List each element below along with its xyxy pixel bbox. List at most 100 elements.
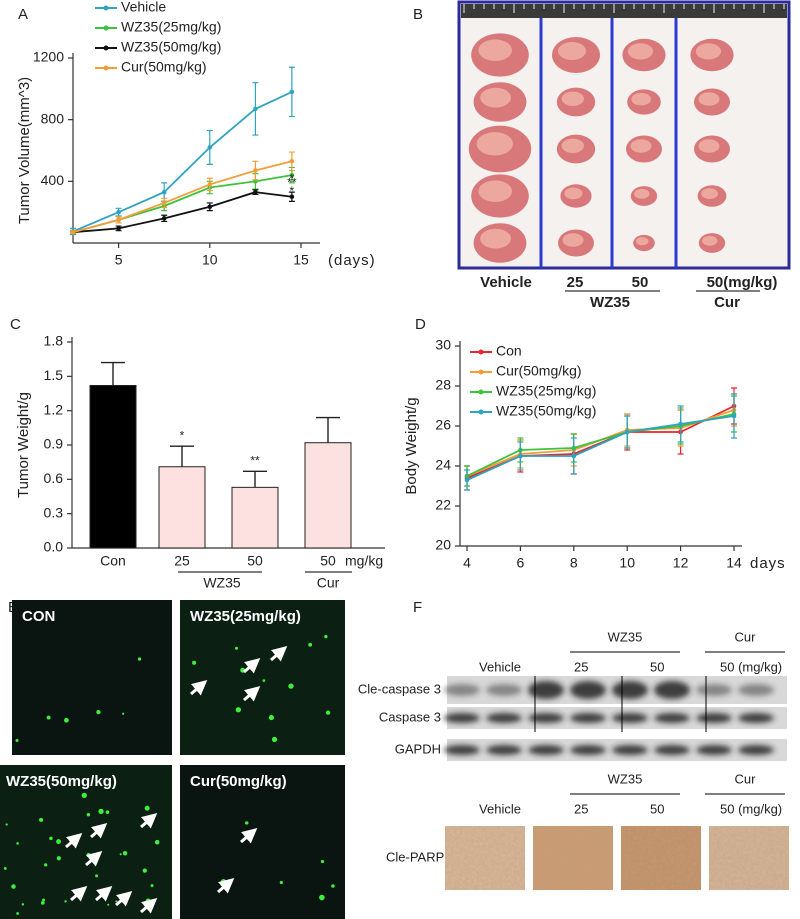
cell-dot bbox=[15, 738, 19, 743]
panel-label: F bbox=[413, 599, 422, 616]
x-tick-label: 10 bbox=[202, 252, 218, 268]
y-tick-label: 20 bbox=[435, 537, 451, 553]
cell-dot bbox=[234, 646, 239, 650]
band bbox=[696, 745, 732, 755]
group-label: WZ35 bbox=[203, 575, 241, 591]
tumor-highlight bbox=[564, 187, 583, 200]
cell-dot bbox=[245, 821, 249, 825]
tumor-highlight bbox=[698, 92, 720, 106]
legend-marker bbox=[103, 25, 109, 31]
point bbox=[624, 429, 630, 435]
cell-dot bbox=[5, 823, 8, 826]
point bbox=[161, 216, 167, 221]
legend-marker bbox=[103, 5, 109, 11]
band bbox=[654, 681, 690, 699]
band bbox=[528, 713, 564, 723]
error-bar bbox=[316, 416, 340, 443]
band bbox=[486, 713, 522, 723]
cell-dot bbox=[154, 839, 160, 845]
point bbox=[289, 158, 295, 164]
tumor-highlight bbox=[630, 139, 652, 153]
y-tick-label: 30 bbox=[435, 337, 451, 353]
ihc-texture bbox=[533, 826, 613, 890]
band bbox=[528, 745, 564, 755]
point bbox=[161, 200, 167, 206]
y-tick-label: 0.0 bbox=[44, 539, 64, 555]
band bbox=[528, 681, 564, 699]
micrograph-label: CON bbox=[22, 608, 55, 625]
tumor-highlight bbox=[478, 39, 512, 61]
arrow bbox=[70, 886, 88, 902]
cell-dot bbox=[262, 679, 266, 682]
tumor-highlight bbox=[561, 91, 584, 107]
cell-dot bbox=[81, 792, 87, 798]
cell-dot bbox=[16, 842, 19, 845]
y-tick-label: 400 bbox=[41, 172, 65, 188]
ihc-texture bbox=[621, 826, 701, 890]
significance: * bbox=[180, 428, 185, 442]
arrow bbox=[115, 891, 133, 907]
x-tick-label: 4 bbox=[463, 555, 471, 571]
group-label: Cur bbox=[735, 771, 757, 786]
x-tick-label: 8 bbox=[570, 555, 578, 571]
cell-dot bbox=[331, 884, 335, 888]
tumor-highlight bbox=[695, 43, 722, 60]
y-tick-label: 28 bbox=[435, 377, 451, 393]
tumor-highlight bbox=[698, 139, 720, 153]
micrograph-label: WZ35(25mg/kg) bbox=[190, 608, 301, 625]
point bbox=[116, 226, 121, 231]
tumor-highlight bbox=[561, 138, 584, 153]
cell-dot bbox=[107, 903, 110, 906]
bar bbox=[158, 466, 206, 549]
panel-label: D bbox=[415, 316, 426, 333]
point bbox=[464, 477, 470, 483]
legend-label: Vehicle bbox=[121, 0, 166, 15]
band bbox=[486, 684, 522, 696]
legend-marker bbox=[478, 389, 484, 395]
point bbox=[70, 229, 76, 235]
band bbox=[696, 713, 732, 723]
legend-label: WZ35(50mg/kg) bbox=[496, 403, 596, 419]
significance: ** bbox=[250, 453, 260, 467]
legend-marker bbox=[478, 349, 484, 355]
micrograph-label: WZ35(50mg/kg) bbox=[6, 773, 117, 790]
error-bar bbox=[101, 361, 125, 386]
cell-dot bbox=[39, 817, 44, 822]
cell-dot bbox=[235, 707, 242, 713]
legend-marker bbox=[103, 45, 109, 51]
cell-dot bbox=[220, 879, 227, 885]
cell-dot bbox=[319, 894, 325, 901]
lane-label: Vehicle bbox=[479, 659, 521, 674]
y-tick-label: 1200 bbox=[33, 49, 64, 65]
band bbox=[444, 713, 480, 723]
bar bbox=[89, 384, 137, 549]
band bbox=[738, 745, 774, 755]
arrow bbox=[140, 813, 158, 829]
tumor-highlight bbox=[480, 87, 511, 108]
point bbox=[289, 194, 295, 200]
ruler bbox=[461, 4, 787, 18]
legend-label: Con bbox=[496, 343, 522, 359]
cell-dot bbox=[64, 900, 67, 903]
x-tick-label: Con bbox=[100, 553, 126, 569]
cell-dot bbox=[95, 874, 99, 878]
point bbox=[116, 209, 121, 215]
arrow bbox=[243, 686, 261, 702]
point bbox=[207, 182, 213, 187]
band bbox=[738, 684, 774, 696]
micrograph bbox=[12, 600, 172, 755]
point bbox=[253, 189, 258, 195]
tumor-highlight bbox=[631, 92, 651, 106]
cell-dot bbox=[64, 717, 69, 723]
ihc-texture bbox=[445, 826, 525, 890]
point bbox=[207, 204, 213, 210]
group-label: WZ35 bbox=[590, 294, 630, 311]
group-label: Cur bbox=[317, 575, 340, 591]
row-label: Cle-caspase 3 bbox=[358, 681, 441, 696]
cell-dot bbox=[142, 868, 147, 873]
arrow bbox=[65, 833, 83, 849]
lane-label: 50 bbox=[650, 659, 664, 674]
series-line bbox=[72, 91, 293, 233]
bar bbox=[231, 486, 279, 549]
